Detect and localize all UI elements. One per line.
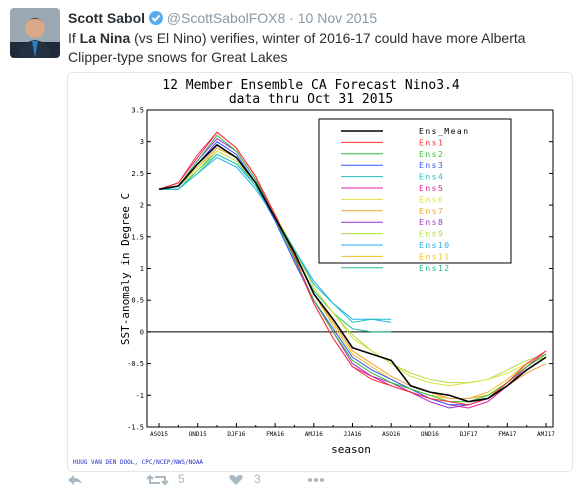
avatar[interactable] <box>10 8 60 58</box>
legend-label: Ens10 <box>419 241 451 250</box>
legend-label: Ens12 <box>419 264 451 273</box>
x-tick-label: FMA17 <box>498 431 516 438</box>
x-tick-label: ASO15 <box>150 431 168 438</box>
chart-subtitle: data thru Oct 31 2015 <box>229 92 393 107</box>
legend-label: Ens4 <box>419 173 444 182</box>
x-tick-label: AMJ17 <box>537 431 555 438</box>
verified-badge <box>148 11 163 25</box>
more-icon[interactable] <box>308 478 324 482</box>
x-tick-label: JJA16 <box>343 431 361 438</box>
action-bar: 5 3 <box>0 470 577 489</box>
reply-icon[interactable] <box>68 475 82 485</box>
text-part: If <box>68 30 80 46</box>
legend-label: Ens_Mean <box>419 127 470 136</box>
x-tick-label: DJF16 <box>227 431 245 438</box>
legend-label: Ens11 <box>419 252 451 261</box>
legend-box <box>318 118 512 264</box>
chart: 12 Member Ensemble CA Forecast Nino3.4 d… <box>68 73 572 471</box>
legend-label: Ens5 <box>419 184 444 193</box>
x-tick-label: ASO16 <box>382 431 400 438</box>
x-axis-label: season <box>331 443 371 456</box>
y-tick-label: -0.5 <box>127 360 144 368</box>
y-tick-label: -1 <box>136 392 144 400</box>
y-tick-label: 3 <box>140 138 144 146</box>
tweet-text: If La Nina (vs El Nino) verifies, winter… <box>68 29 558 67</box>
x-tick-label: FMA16 <box>266 431 284 438</box>
x-tick-label: OND16 <box>421 431 439 438</box>
text-part: (vs El Nino) verifies, winter of 2016-17… <box>68 30 526 65</box>
y-tick-label: 2 <box>140 202 144 210</box>
legend-label: Ens1 <box>419 138 444 147</box>
y-tick-label: 0.5 <box>131 297 144 305</box>
y-tick-label: -1.5 <box>127 424 144 432</box>
x-tick-label: OND15 <box>189 431 207 438</box>
user-name[interactable]: Scott Sabol <box>68 10 146 26</box>
y-tick-label: 3.5 <box>131 107 144 115</box>
series-line <box>158 143 547 403</box>
y-tick-label: 1 <box>140 265 144 273</box>
series-line <box>158 147 547 399</box>
y-tick-label: 2.5 <box>131 170 144 178</box>
avatar-image <box>10 8 60 58</box>
retweet-icon[interactable] <box>146 474 169 486</box>
series-line <box>158 134 547 403</box>
series-line <box>158 131 547 406</box>
like-icon[interactable] <box>229 475 243 485</box>
tweet-header: Scott Sabol @ScottSabolFOX8 · 10 Nov 201… <box>68 10 378 26</box>
retweet-count: 5 <box>178 472 185 486</box>
y-axis-label: SST-anomaly in Degree C <box>119 193 132 345</box>
series-line <box>158 150 547 387</box>
like-count: 3 <box>254 472 261 486</box>
x-tick-label: AMJ16 <box>305 431 323 438</box>
chart-title: 12 Member Ensemble CA Forecast Nino3.4 <box>162 78 460 93</box>
legend-label: Ens2 <box>419 150 444 159</box>
legend-label: Ens3 <box>419 161 444 170</box>
legend-label: Ens8 <box>419 218 444 227</box>
legend-label: Ens7 <box>419 207 444 216</box>
y-tick-label: 0 <box>140 328 144 336</box>
x-tick-label: DJF17 <box>460 431 478 438</box>
credit: HUUG VAN DEN DOOL, CPC/NCEP/NWS/NOAA <box>73 459 203 466</box>
tweet-date[interactable]: 10 Nov 2015 <box>297 10 378 26</box>
user-handle[interactable]: @ScottSabolFOX8 <box>166 10 286 26</box>
action-icons <box>68 474 324 486</box>
y-tick-label: 1.5 <box>131 233 144 241</box>
text-bold: La Nina <box>79 30 131 46</box>
media-card[interactable]: 12 Member Ensemble CA Forecast Nino3.4 d… <box>67 72 573 472</box>
legend-label: Ens9 <box>419 230 444 239</box>
legend-label: Ens6 <box>419 195 444 204</box>
